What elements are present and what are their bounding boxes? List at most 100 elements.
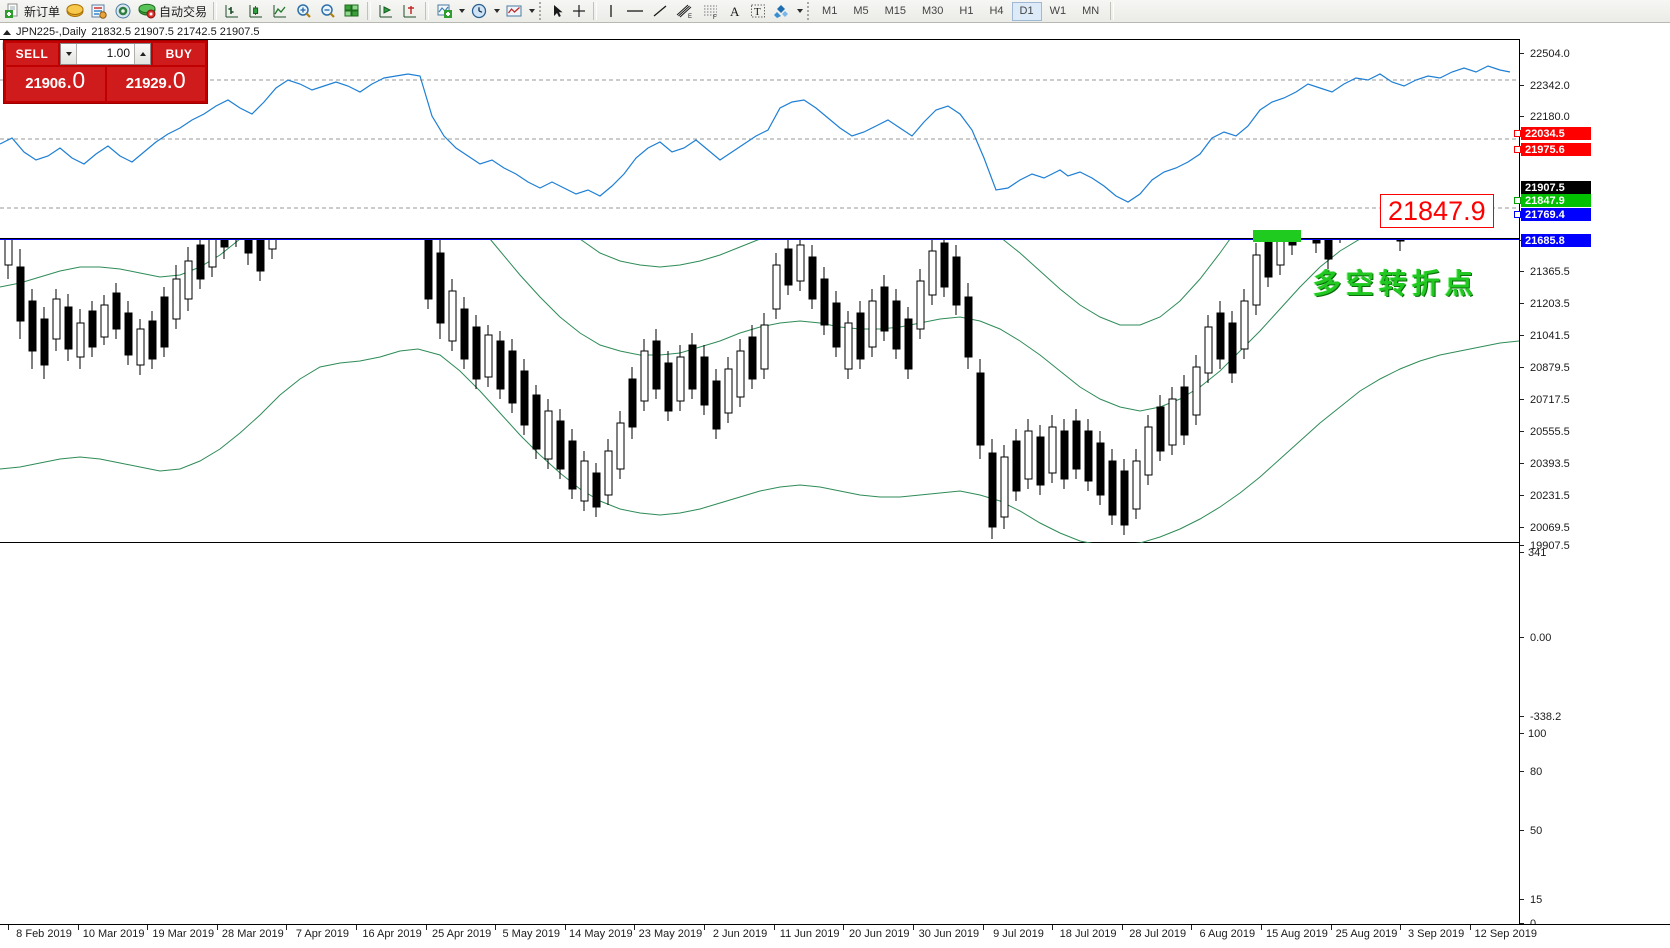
text-label-button[interactable]: A (724, 1, 746, 22)
price-tag-bid: 21907.5 (1521, 181, 1591, 194)
shapes-button[interactable] (770, 1, 794, 22)
date-tick (216, 925, 218, 930)
rsi-pane[interactable]: RSI(14) 70.1556 (0, 39, 1519, 239)
trendline-button[interactable] (648, 1, 672, 22)
buy-button[interactable]: BUY (153, 43, 205, 65)
templates-button[interactable] (63, 1, 87, 22)
tag-handle[interactable] (1514, 197, 1521, 204)
date-tick (1260, 925, 1262, 930)
price-tick: 20069.5 (1520, 521, 1570, 534)
timeframe-m5[interactable]: M5 (853, 5, 869, 17)
auto-scroll-button[interactable] (398, 1, 422, 22)
timeframe-d1[interactable]: D1 (1011, 1, 1042, 21)
data-window-button[interactable] (87, 1, 111, 22)
autotrading-button[interactable]: 自动交易 (135, 1, 210, 22)
timeframe-w1[interactable]: W1 (1049, 5, 1067, 17)
timeframe-h1[interactable]: H1 (959, 5, 974, 17)
price-tag-support-2[interactable]: 21685.8 (1521, 234, 1591, 247)
date-tick (773, 925, 775, 930)
price-tag-resistance-2[interactable]: 21975.6 (1521, 143, 1591, 156)
date-label: 12 Sep 2019 (1474, 928, 1537, 940)
equidistant-channel-button[interactable]: E (672, 1, 698, 22)
rsi-chart-svg (0, 65, 1519, 209)
navigator-button[interactable] (111, 1, 135, 22)
period-dropdown[interactable] (491, 1, 502, 21)
crosshair-button[interactable] (568, 1, 590, 22)
date-tick (1400, 925, 1402, 930)
buy-price[interactable]: 21929 .0 (106, 67, 205, 101)
collapse-icon[interactable] (3, 29, 11, 35)
one-click-trading-panel[interactable]: SELL 1.00 BUY 21906 .0 21929 .0 (3, 40, 208, 104)
timeframe-m15[interactable]: M15 (884, 5, 906, 17)
new-order-button[interactable]: 新订单 (2, 1, 63, 22)
sell-price[interactable]: 21906 .0 (6, 67, 105, 101)
volume-stepper-up-icon[interactable] (134, 44, 150, 64)
chart-symbol-line: JPN225-,Daily 21832.5 21907.5 21742.5 21… (0, 25, 1670, 39)
date-tick (1330, 925, 1332, 930)
price-tick: 20555.5 (1520, 425, 1570, 438)
toolbar-gripper[interactable] (807, 2, 812, 20)
rsi-tick-15: 15 (1520, 893, 1542, 906)
sell-button[interactable]: SELL (6, 43, 58, 65)
date-tick (634, 925, 636, 930)
chart-shift-button[interactable] (374, 1, 398, 22)
date-tick (843, 925, 845, 930)
shapes-dropdown[interactable] (794, 1, 805, 21)
add-indicator-dropdown[interactable] (456, 1, 467, 21)
date-label: 2 Jun 2019 (712, 928, 768, 940)
period-button[interactable] (467, 1, 491, 22)
timeframe-h4[interactable]: H4 (989, 5, 1004, 17)
bar-chart-button[interactable] (220, 1, 244, 22)
svg-text:F: F (713, 15, 717, 19)
vertical-line-button[interactable] (600, 1, 622, 22)
template-dropdown[interactable] (526, 1, 537, 21)
date-tick (77, 925, 79, 930)
volume-input[interactable]: 1.00 (60, 43, 151, 65)
zoom-out-button[interactable] (316, 1, 340, 22)
date-label: 3 Sep 2019 (1408, 928, 1465, 940)
price-scale[interactable]: 22504.0 22342.0 22180.0 21527.5 21365.5 … (1514, 39, 1670, 930)
line-chart-button[interactable] (268, 1, 292, 22)
tag-handle[interactable] (1514, 130, 1521, 137)
clock-icon (470, 3, 488, 19)
zoom-in-button[interactable] (292, 1, 316, 22)
toolbar-separator (1110, 2, 1115, 20)
buy-price-dec: .0 (166, 67, 186, 93)
fibonacci-button[interactable]: F (698, 1, 724, 22)
date-tick (704, 925, 706, 930)
toolbar-separator (425, 2, 430, 20)
sell-price-dec: .0 (66, 67, 86, 93)
candlestick-chart-button[interactable] (244, 1, 268, 22)
trendline-icon (651, 3, 669, 19)
text-box-button[interactable]: T (746, 1, 770, 22)
volume-value[interactable]: 1.00 (106, 46, 130, 60)
tile-windows-button[interactable] (340, 1, 364, 22)
chart-area[interactable]: 21847.9 多空转折点 MACD(12,26,9) 310.13 228.0… (0, 39, 1670, 930)
zoom-out-icon (319, 3, 337, 19)
date-label: 25 Apr 2019 (431, 928, 492, 940)
timeframe-mn[interactable]: MN (1082, 5, 1100, 17)
tag-handle[interactable] (1514, 211, 1521, 218)
price-tag-support-1[interactable]: 21769.4 (1521, 208, 1591, 221)
add-indicator-button[interactable] (432, 1, 456, 22)
tile-windows-icon (343, 3, 361, 19)
date-label: 5 May 2019 (502, 928, 560, 940)
date-tick (1121, 925, 1123, 930)
cursor-button[interactable] (546, 1, 568, 22)
timeframe-m30[interactable]: M30 (922, 5, 944, 17)
tag-handle[interactable] (1514, 146, 1521, 153)
date-scale[interactable]: 8 Feb 2019 10 Mar 2019 19 Mar 2019 28 Mar 2… (0, 924, 1670, 948)
price-tag-resistance-1[interactable]: 22034.5 (1521, 127, 1591, 140)
date-label: 20 Jun 2019 (849, 928, 910, 940)
template-button[interactable] (502, 1, 526, 22)
svg-text:T: T (754, 6, 761, 18)
price-tag-pivot[interactable]: 21847.9 (1521, 194, 1591, 207)
timeframe-m1[interactable]: M1 (822, 5, 838, 17)
volume-dropdown-icon[interactable] (61, 44, 77, 64)
price-tick: 22504.0 (1520, 47, 1570, 60)
toolbar-gripper[interactable] (539, 2, 544, 20)
macd-tick-zero: 0.00 (1520, 631, 1551, 644)
ohlc-values: 21832.5 21907.5 21742.5 21907.5 (91, 26, 260, 38)
horizontal-line-button[interactable] (622, 1, 648, 22)
date-tick (1469, 925, 1471, 930)
